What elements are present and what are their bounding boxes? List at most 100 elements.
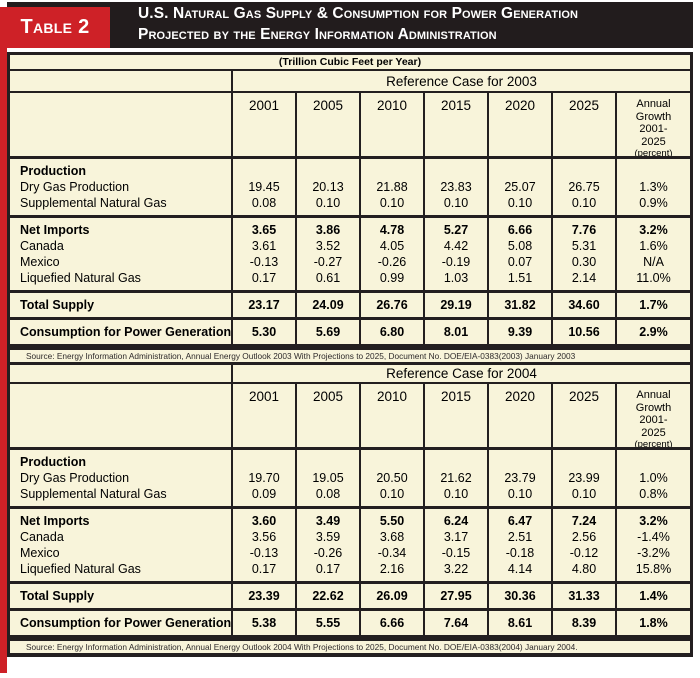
band-value-cell: 3.49 3.59 -0.26 0.17 bbox=[295, 509, 359, 581]
cell-value: 0.10 bbox=[507, 487, 533, 501]
cell-value: 6.66 bbox=[507, 223, 533, 237]
growth-value: 0.9% bbox=[639, 196, 668, 210]
growth-value: 3.2% bbox=[639, 514, 668, 528]
band-value-cell: 21.88 0.10 bbox=[359, 159, 423, 215]
growth-header-line: Growth bbox=[635, 110, 672, 123]
growth-header-line: Annual bbox=[636, 389, 671, 401]
cell-value: -0.15 bbox=[441, 546, 471, 560]
units-label: (Trillion Cubic Feet per Year) bbox=[278, 56, 422, 68]
growth-value: N/A bbox=[643, 255, 664, 269]
cell-value: 5.38 bbox=[251, 616, 277, 630]
year-header: 2005 bbox=[295, 384, 359, 447]
year-header: 2020 bbox=[487, 384, 551, 447]
cell-value: -0.13 bbox=[249, 255, 279, 269]
band-label-cell: Production Dry Gas Production Supplemental… bbox=[10, 159, 231, 215]
row-label: Dry Gas Production bbox=[20, 471, 130, 485]
band-value-cell: 5.27 4.42 -0.19 1.03 bbox=[423, 218, 487, 290]
growth-value: 11.0% bbox=[636, 271, 671, 285]
cell-value: -0.19 bbox=[441, 255, 471, 269]
cell-value: 1.03 bbox=[443, 271, 469, 285]
cell-value: 7.64 bbox=[443, 616, 469, 630]
band-value-cell: 8.01 bbox=[423, 320, 487, 344]
cell-value bbox=[553, 163, 615, 179]
year-header: 2015 bbox=[423, 384, 487, 447]
band-value-cell: 6.66 bbox=[359, 611, 423, 635]
cell-value: 19.05 bbox=[312, 471, 344, 485]
cell-value: -0.13 bbox=[249, 546, 279, 560]
growth-header-line: 2001- bbox=[639, 123, 668, 135]
row-label: Liquefied Natural Gas bbox=[20, 562, 141, 576]
row-label: Net Imports bbox=[20, 514, 90, 528]
cell-value: 4.14 bbox=[507, 562, 533, 576]
empty-corner-cell bbox=[10, 71, 231, 91]
cell-value: 20.13 bbox=[312, 180, 344, 194]
cell-value: 7.76 bbox=[571, 223, 597, 237]
row-label: Net Imports bbox=[20, 223, 90, 237]
cell-value: 26.75 bbox=[568, 180, 600, 194]
cell-value: 7.24 bbox=[571, 514, 597, 528]
cell-value: -0.18 bbox=[505, 546, 535, 560]
band-value-cell: 4.78 4.05 -0.26 0.99 bbox=[359, 218, 423, 290]
band-value-cell: 23.79 0.10 bbox=[487, 450, 551, 506]
cell-value: 26.76 bbox=[376, 298, 408, 312]
cell-value bbox=[425, 163, 487, 179]
year-header: 2001 bbox=[231, 384, 295, 447]
growth-header: Annual Growth 2001- 2025 (percent) bbox=[615, 384, 690, 447]
band-value-cell: 7.24 2.56 -0.12 4.80 bbox=[551, 509, 615, 581]
cell-value: 2.56 bbox=[571, 530, 597, 544]
cell-value bbox=[361, 163, 423, 179]
source-row: Source: Energy Information Administratio… bbox=[10, 638, 690, 653]
growth-value: 0.8% bbox=[639, 487, 668, 501]
cell-value: 0.10 bbox=[379, 196, 405, 210]
band-value-cell: 6.80 bbox=[359, 320, 423, 344]
row-label: Production bbox=[20, 164, 86, 178]
page-title-line2: Projected by the Energy Information Admi… bbox=[138, 26, 497, 43]
cell-value: 2.16 bbox=[379, 562, 405, 576]
column-header-row: 2001 2005 2010 2015 2020 2025 Annual Growth 2001… bbox=[10, 93, 690, 159]
band-value-cell: 31.82 bbox=[487, 293, 551, 317]
data-band: Net Imports Canada Mexico Liquefied Natural… bbox=[10, 509, 690, 584]
cell-value: 5.69 bbox=[315, 325, 341, 339]
cell-value: 5.31 bbox=[571, 239, 597, 253]
cell-value: 3.49 bbox=[315, 514, 341, 528]
row-label: Total Supply bbox=[20, 589, 95, 603]
empty-corner-cell bbox=[10, 93, 231, 156]
data-band: Production Dry Gas Production Supplemental… bbox=[10, 159, 690, 218]
row-label: Production bbox=[20, 455, 86, 469]
cell-value: 0.30 bbox=[571, 255, 597, 269]
growth-value: 2.9% bbox=[639, 325, 668, 339]
cell-value: 0.08 bbox=[315, 487, 341, 501]
band-value-cell: 3.65 3.61 -0.13 0.17 bbox=[231, 218, 295, 290]
cell-value: -0.12 bbox=[569, 546, 599, 560]
growth-header-unit: (percent) bbox=[634, 148, 673, 156]
band-value-cell: 3.60 3.56 -0.13 0.17 bbox=[231, 509, 295, 581]
cell-value: 0.61 bbox=[315, 271, 341, 285]
band-value-cell: 6.66 5.08 0.07 1.51 bbox=[487, 218, 551, 290]
row-label: Total Supply bbox=[20, 298, 95, 312]
band-value-cell: 23.17 bbox=[231, 293, 295, 317]
data-band: Consumption for Power Generation 5.38 5.55… bbox=[10, 611, 690, 638]
band-value-cell: 29.19 bbox=[423, 293, 487, 317]
band-value-cell: 5.55 bbox=[295, 611, 359, 635]
band-value-cell: 19.05 0.08 bbox=[295, 450, 359, 506]
band-label-cell: Consumption for Power Generation bbox=[10, 611, 231, 635]
band-value-cell: 7.64 bbox=[423, 611, 487, 635]
band-value-cell: 8.39 bbox=[551, 611, 615, 635]
band-value-cell: 26.09 bbox=[359, 584, 423, 608]
cell-value: 5.08 bbox=[507, 239, 533, 253]
band-value-cell: 23.83 0.10 bbox=[423, 159, 487, 215]
band-value-cell: 3.86 3.52 -0.27 0.61 bbox=[295, 218, 359, 290]
cell-value: 0.10 bbox=[571, 196, 597, 210]
band-value-cell: 10.56 bbox=[551, 320, 615, 344]
year-header: 2005 bbox=[295, 93, 359, 156]
cell-value: 0.10 bbox=[315, 196, 341, 210]
band-value-cell: 24.09 bbox=[295, 293, 359, 317]
band-value-cell: 27.95 bbox=[423, 584, 487, 608]
year-header: 2010 bbox=[359, 384, 423, 447]
year-header: 2025 bbox=[551, 384, 615, 447]
cell-value: -0.26 bbox=[313, 546, 343, 560]
growth-header-unit: (percent) bbox=[634, 439, 673, 447]
cell-value: 0.10 bbox=[443, 196, 469, 210]
band-label-cell: Total Supply bbox=[10, 293, 231, 317]
data-band: Total Supply 23.17 24.09 26.76 29.19 31.82 34.… bbox=[10, 293, 690, 320]
